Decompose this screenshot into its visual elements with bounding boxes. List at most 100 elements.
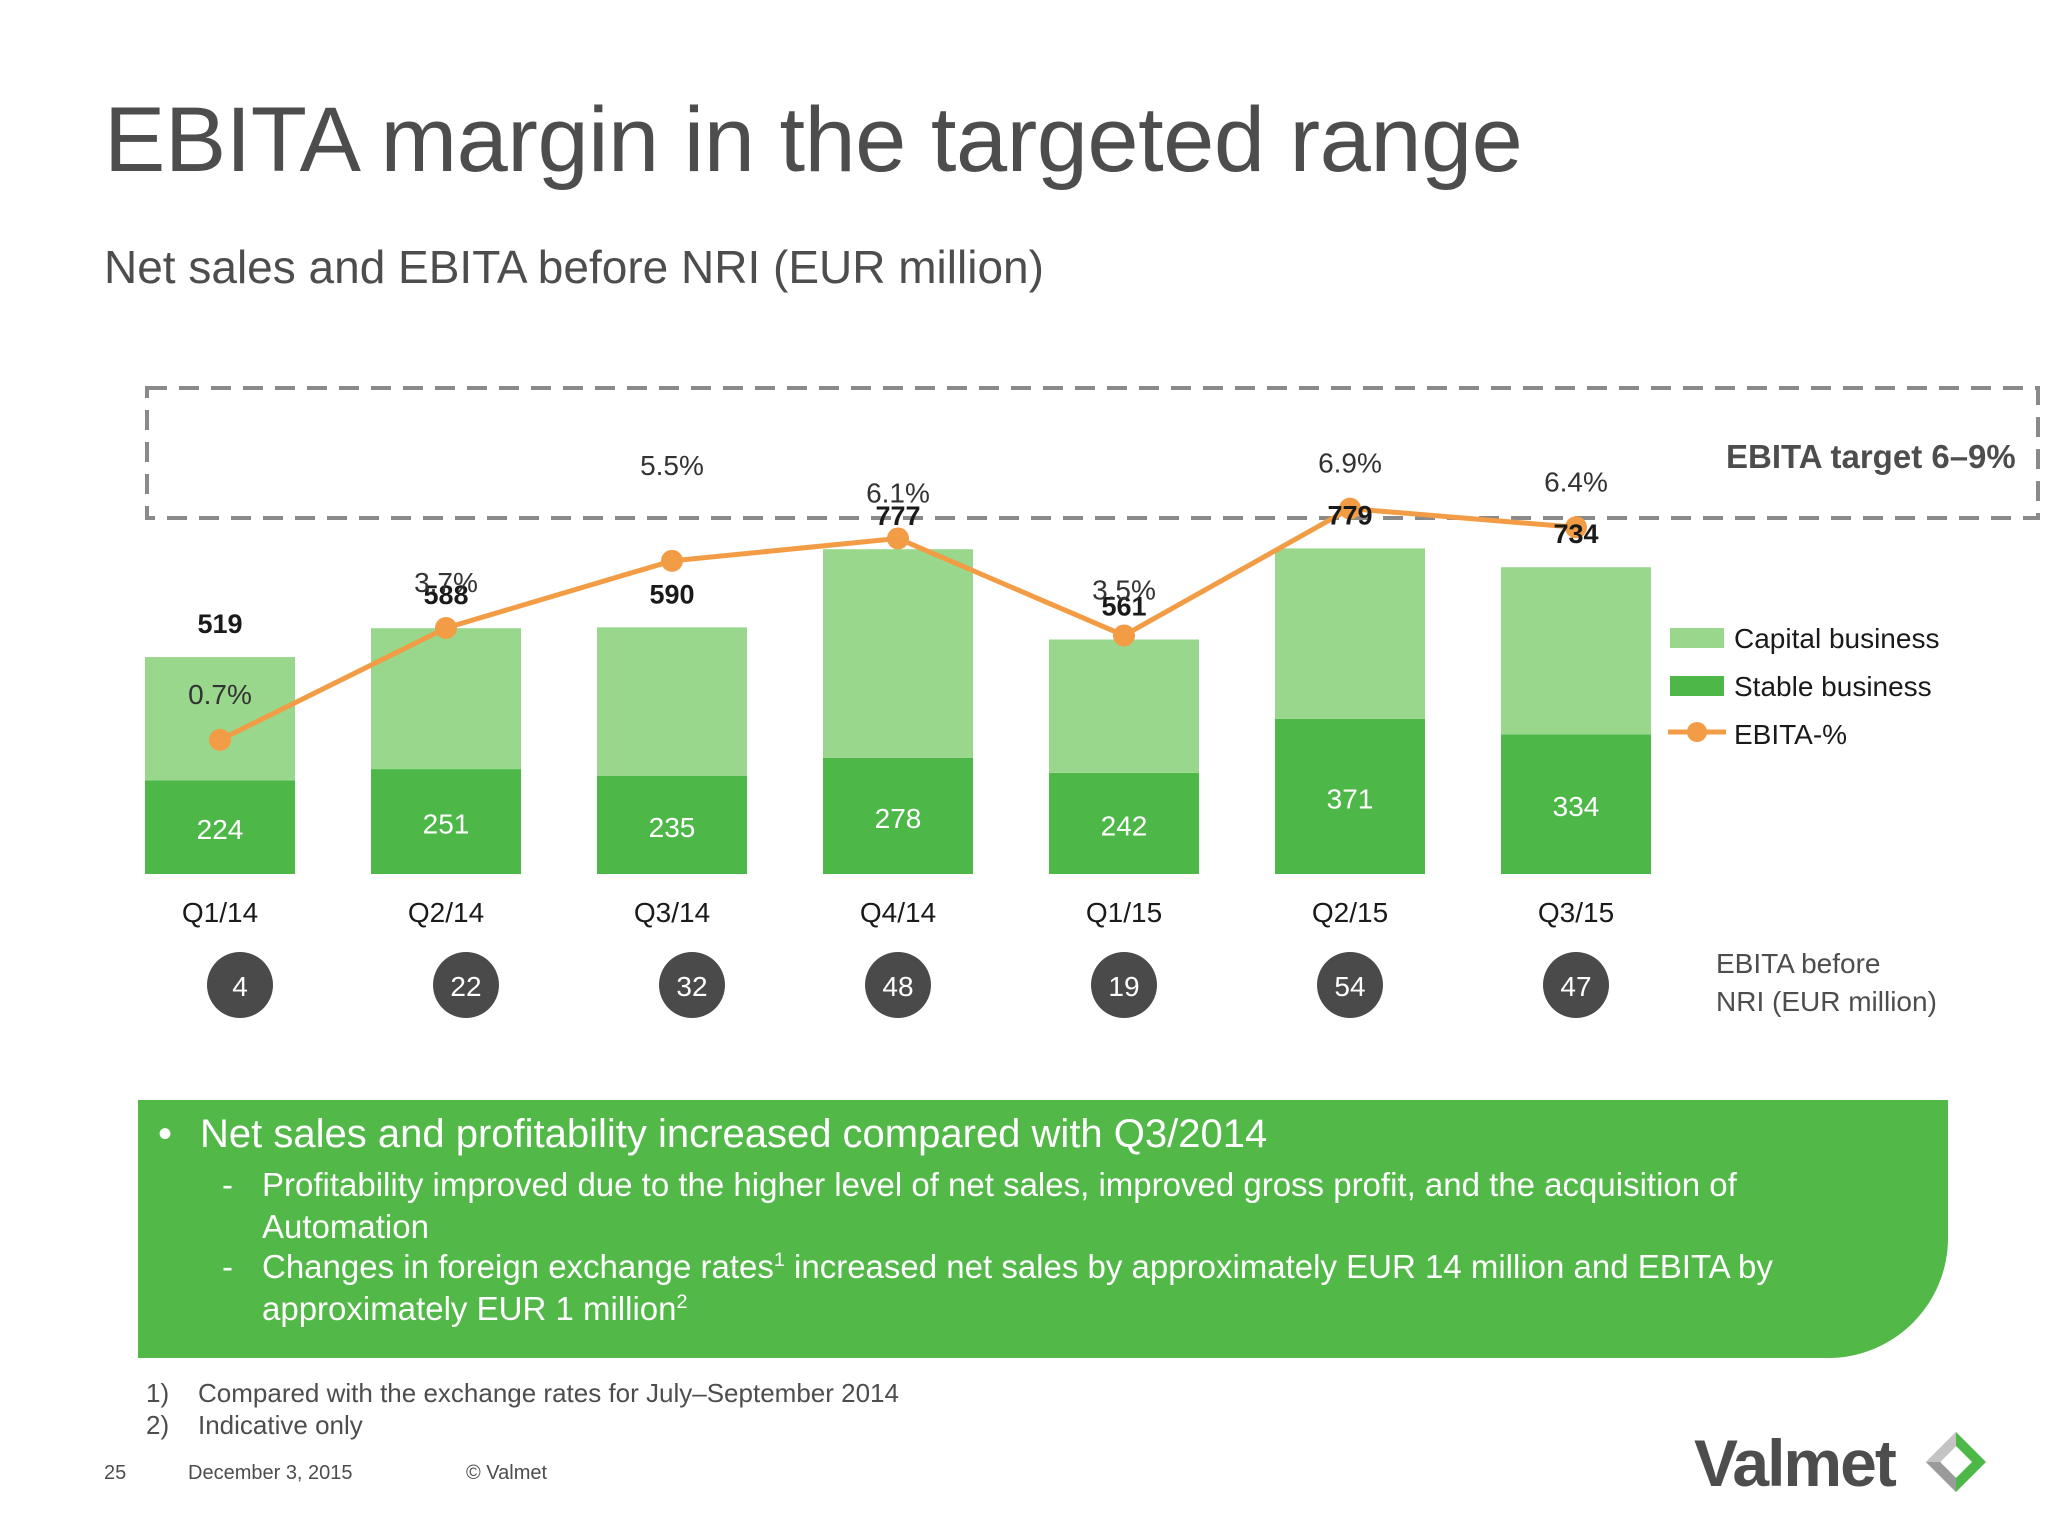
dash-marker-2: - (222, 1248, 233, 1285)
stable-value-label: 235 (649, 812, 696, 843)
ebita-pct-point (887, 527, 909, 550)
total-value-label: 779 (1327, 500, 1372, 530)
bar-stable-Q4/14 (823, 757, 973, 874)
page-number: 25 (104, 1462, 127, 1484)
valmet-logo: Valmet (1694, 1426, 1986, 1500)
ebita-value-label: 48 (882, 971, 913, 1002)
total-value-label: 588 (423, 580, 468, 610)
ebita-target-band (145, 386, 2040, 520)
slide-subtitle: Net sales and EBITA before NRI (EUR mill… (104, 241, 1044, 293)
bullet-dot: • (158, 1112, 173, 1156)
ebita-value-label: 54 (1334, 971, 1365, 1002)
ebita-value-circle (433, 952, 499, 1018)
category-label: Q4/14 (860, 897, 936, 928)
bar-capital-Q2/14 (371, 628, 521, 770)
stable-value-label: 251 (423, 809, 470, 840)
callout-point-1: - Profitability improved due to the high… (222, 1164, 1902, 1248)
category-label: Q2/15 (1312, 897, 1388, 928)
bar-stable-Q3/14 (597, 775, 747, 874)
slide-title: EBITA margin in the targeted range (104, 89, 1523, 191)
bar-capital-Q3/15 (1501, 567, 1651, 735)
ebita-pct-point (435, 616, 457, 639)
ebita-target-label: EBITA target 6–9% (1726, 438, 2016, 475)
legend-capital-swatch (1670, 628, 1724, 648)
category-label: Q2/14 (408, 897, 484, 928)
ebita-value-label: 22 (450, 971, 481, 1002)
ebita-pct-label: 6.1% (866, 477, 930, 508)
total-value-label: 777 (875, 501, 920, 531)
bar-stable-Q3/15 (1501, 734, 1651, 874)
ebita-pct-point (1113, 624, 1135, 647)
footnote-2: 2) Indicative only (146, 1410, 363, 1441)
footnote-1: 1) Compared with the exchange rates for J… (146, 1378, 899, 1409)
ebita-pct-point (209, 728, 231, 751)
category-label: Q1/14 (182, 897, 258, 928)
ebita-pct-label: 6.4% (1544, 466, 1608, 497)
ebita-pct-point (1339, 497, 1361, 520)
ebita-value-circle (1543, 952, 1609, 1018)
point-2-text-b: increased net sales by approximately EUR… (262, 1248, 1773, 1327)
footnote-1-num: 1) (146, 1378, 170, 1408)
stable-value-label: 224 (197, 814, 244, 845)
ebita-pct-label: 0.7% (188, 679, 252, 710)
ebita-nri-label-line1: EBITA before (1716, 948, 1880, 979)
ebita-value-circle (865, 952, 931, 1018)
category-label: Q3/14 (634, 897, 710, 928)
legend-stable-swatch (1670, 676, 1724, 696)
bar-capital-Q2/15 (1275, 548, 1425, 719)
ebita-value-circle (659, 952, 725, 1018)
total-value-label: 590 (649, 579, 694, 609)
category-label: Q1/15 (1086, 897, 1162, 928)
ebita-value-circle (1317, 952, 1383, 1018)
stable-value-label: 334 (1553, 791, 1600, 822)
stable-value-label: 278 (875, 803, 922, 834)
key-message-box: • Net sales and profitability increased c… (138, 1100, 1948, 1358)
ebita-value-label: 4 (232, 971, 248, 1002)
ebita-pct-point (661, 549, 683, 572)
ebita-value-circle (207, 952, 273, 1018)
footnote-ref-2: 2 (676, 1291, 688, 1313)
footnote-ref-1: 1 (773, 1249, 785, 1271)
ebita-value-circle (1091, 952, 1157, 1018)
footnote-1-text: Compared with the exchange rates for Jul… (198, 1378, 899, 1408)
ebita-pct-label: 6.9% (1318, 448, 1382, 479)
bar-capital-Q3/14 (597, 627, 747, 776)
ebita-value-label: 47 (1560, 971, 1591, 1002)
ebita-value-label: 19 (1108, 971, 1139, 1002)
footer-date: December 3, 2015 (188, 1462, 353, 1484)
total-value-label: 734 (1553, 519, 1598, 549)
bar-stable-Q1/15 (1049, 772, 1199, 874)
bar-stable-Q2/15 (1275, 718, 1425, 874)
callout-headline: Net sales and profitability increased co… (200, 1112, 1268, 1156)
legend-line-marker (1687, 722, 1707, 742)
bar-stable-Q1/14 (145, 780, 295, 874)
ebita-value-label: 32 (676, 971, 707, 1002)
sales-ebita-chart: EBITA target 6–9% 224519Q1/14251588Q2/14… (145, 386, 2040, 1018)
ebita-pct-label: 5.5% (640, 450, 704, 481)
callout-point-2: - Changes in foreign exchange rates1 inc… (222, 1246, 1902, 1330)
bar-capital-Q1/15 (1049, 639, 1199, 773)
footnote-2-num: 2) (146, 1410, 170, 1440)
total-value-label: 561 (1101, 592, 1146, 622)
legend-stable-label: Stable business (1734, 671, 1932, 702)
footnote-2-text: Indicative only (198, 1410, 363, 1440)
ebita-pct-label: 3.7% (414, 567, 478, 598)
dash-marker-1: - (222, 1166, 233, 1203)
bar-capital-Q1/14 (145, 657, 295, 781)
total-value-label: 519 (197, 609, 242, 639)
valmet-diamond-icon (1926, 1432, 1986, 1492)
stable-value-label: 371 (1327, 783, 1374, 814)
ebita-pct-point (1565, 516, 1587, 539)
legend-ebita-pct-label: EBITA-% (1734, 719, 1847, 750)
legend-capital-label: Capital business (1734, 623, 1939, 654)
ebita-pct-label: 3.5% (1092, 574, 1156, 605)
logo-text: Valmet (1694, 1426, 1897, 1500)
ebita-nri-label-line2: NRI (EUR million) (1716, 986, 1937, 1017)
point-2-text-a: Changes in foreign exchange rates (262, 1248, 774, 1285)
callout-headline-row: • Net sales and profitability increased c… (158, 1112, 1267, 1157)
category-label: Q3/15 (1538, 897, 1614, 928)
bar-capital-Q4/14 (823, 549, 973, 758)
point-1-text: Profitability improved due to the higher… (262, 1166, 1737, 1245)
footer-copyright: © Valmet (466, 1462, 548, 1484)
bar-stable-Q2/14 (371, 769, 521, 874)
